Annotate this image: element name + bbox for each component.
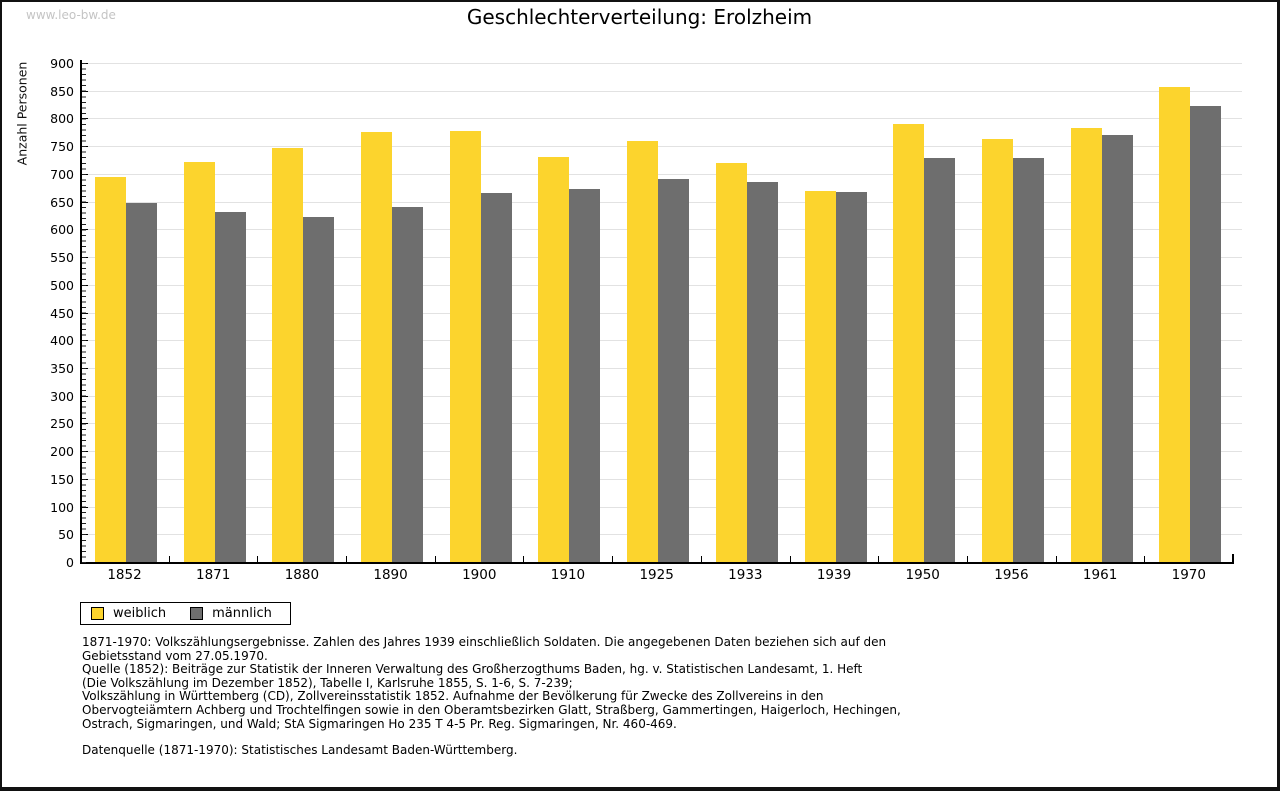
x-boundary-tick-6: [612, 556, 614, 562]
bar-weiblich-1950: [893, 123, 925, 562]
x-boundary-tick-9: [878, 556, 880, 562]
x-boundary-tick-4: [434, 556, 436, 562]
bar-männlich-1880: [303, 217, 335, 562]
bar-weiblich-1880: [272, 147, 304, 562]
footnote-line-5: Volkszählung in Württemberg (CD), Zollve…: [82, 689, 824, 704]
y-tick-label-700: 700: [50, 166, 74, 182]
bar-männlich-1956: [1012, 158, 1044, 562]
bar-weiblich-1871: [183, 161, 215, 562]
bar-männlich-1910: [569, 189, 601, 562]
leo-bw-watermark: www.leo-bw.de: [26, 8, 116, 22]
y-tick-label-800: 800: [50, 111, 74, 127]
x-tick-label-1852: 1852: [107, 567, 142, 583]
x-boundary-tick-8: [789, 556, 791, 562]
bar-weiblich-1956: [981, 138, 1013, 562]
y-tick-label-550: 550: [50, 250, 74, 266]
bar-männlich-1852: [126, 202, 157, 562]
maennlich-swatch: [190, 607, 204, 620]
bar-weiblich-1900: [449, 131, 481, 562]
bar-weiblich-1852: [95, 176, 126, 562]
y-tick-label-400: 400: [50, 333, 74, 349]
legend-item-weiblich: weiblich: [91, 606, 180, 621]
y-tick-label-150: 150: [50, 471, 74, 487]
bar-männlich-1890: [392, 206, 424, 562]
x-boundary-tick-11: [1055, 556, 1057, 562]
x-tick-label-1880: 1880: [284, 567, 320, 583]
bar-weiblich-1970: [1159, 87, 1191, 562]
x-tick-label-1956: 1956: [994, 567, 1029, 583]
bar-weiblich-1910: [538, 157, 570, 562]
y-tick-label-850: 850: [50, 83, 74, 99]
bar-männlich-1900: [480, 193, 512, 562]
y-tick-label-0: 0: [66, 555, 74, 570]
gridline-850: [81, 90, 1242, 92]
datasource-line: Datenquelle (1871-1970): Statistisches L…: [82, 743, 518, 757]
footnote-line-2: Gebietsstand vom 27.05.1970.: [82, 648, 268, 663]
y-axis-label: Anzahl Personen: [14, 61, 30, 166]
y-tick-label-250: 250: [50, 416, 74, 432]
x-tick-label-1900: 1900: [462, 567, 497, 583]
bar-männlich-1925: [658, 179, 690, 562]
footnote-line-3: Quelle (1852): Beiträge zur Statistik de…: [82, 662, 863, 677]
y-minor-ticks: [82, 63, 86, 563]
x-tick-label-1910: 1910: [550, 567, 586, 583]
x-axis-line: [80, 562, 1234, 564]
y-tick-label-350: 350: [50, 360, 74, 376]
y-tick-label-500: 500: [50, 277, 74, 293]
bar-weiblich-1925: [627, 140, 659, 562]
bar-weiblich-1933: [715, 163, 747, 562]
bar-weiblich-1961: [1070, 128, 1102, 562]
y-tick-label-450: 450: [50, 305, 74, 321]
bar-männlich-1871: [214, 212, 246, 562]
chart-title: Geschlechterverteilung: Erolzheim: [466, 5, 813, 29]
bar-männlich-1939: [835, 191, 867, 562]
x-tick-label-1961: 1961: [1082, 567, 1118, 583]
gridline-900: [81, 63, 1242, 64]
y-tick-label-200: 200: [50, 444, 74, 460]
x-boundary-tick-2: [257, 556, 259, 562]
footnote-line-6: Obervogteiämtern Achberg und Trochtelfin…: [82, 702, 901, 717]
footnote-line-4: (Die Volkszählung im Dezember 1852), Tab…: [82, 675, 573, 690]
x-tick-label-1890: 1890: [373, 567, 408, 583]
footnote-line-7: Ostrach, Sigmaringen, und Wald; StA Sigm…: [82, 716, 677, 731]
x-boundary-tick-10: [966, 556, 968, 562]
bar-männlich-1933: [746, 181, 778, 562]
y-tick-label-650: 650: [50, 194, 74, 210]
weiblich-swatch: [91, 607, 104, 620]
x-boundary-tick-12: [1144, 556, 1146, 562]
y-axis-line: [80, 60, 82, 564]
y-tick-label-750: 750: [50, 139, 74, 155]
bar-männlich-1970: [1190, 105, 1222, 562]
x-axis-end-tick: [1232, 554, 1234, 562]
bar-männlich-1950: [924, 158, 956, 562]
y-tick-label-300: 300: [50, 388, 74, 404]
y-tick-label-100: 100: [50, 499, 74, 515]
x-boundary-tick-1: [168, 556, 170, 562]
x-boundary-tick-7: [700, 556, 702, 562]
legend-label-maennlich: männlich: [212, 606, 272, 621]
x-boundary-tick-3: [346, 556, 348, 562]
gridline-700: [81, 173, 1242, 175]
x-tick-label-1933: 1933: [728, 567, 763, 583]
y-tick-label-900: 900: [50, 56, 74, 71]
x-tick-label-1871: 1871: [196, 567, 231, 583]
footnote-line-1: 1871-1970: Volkszählungsergebnisse. Zahl…: [82, 635, 887, 649]
gridline-800: [81, 118, 1242, 120]
x-tick-label-1970: 1970: [1171, 567, 1206, 583]
legend-label-weiblich: weiblich: [113, 606, 167, 621]
y-tick-label-50: 50: [58, 527, 74, 543]
legend-item-maennlich: männlich: [190, 606, 286, 621]
bar-weiblich-1939: [804, 191, 836, 562]
x-tick-label-1939: 1939: [816, 567, 852, 583]
y-tick-label-600: 600: [50, 222, 74, 238]
footnote-block: 1871-1970: Volkszählungsergebnisse. Zahl…: [82, 635, 901, 731]
bar-männlich-1961: [1101, 135, 1133, 562]
bar-weiblich-1890: [361, 132, 393, 562]
gridline-750: [81, 146, 1242, 148]
legend: weiblich männlich: [80, 602, 291, 625]
x-tick-label-1925: 1925: [639, 567, 674, 583]
x-boundary-tick-5: [523, 556, 525, 562]
x-tick-label-1950: 1950: [905, 567, 940, 583]
